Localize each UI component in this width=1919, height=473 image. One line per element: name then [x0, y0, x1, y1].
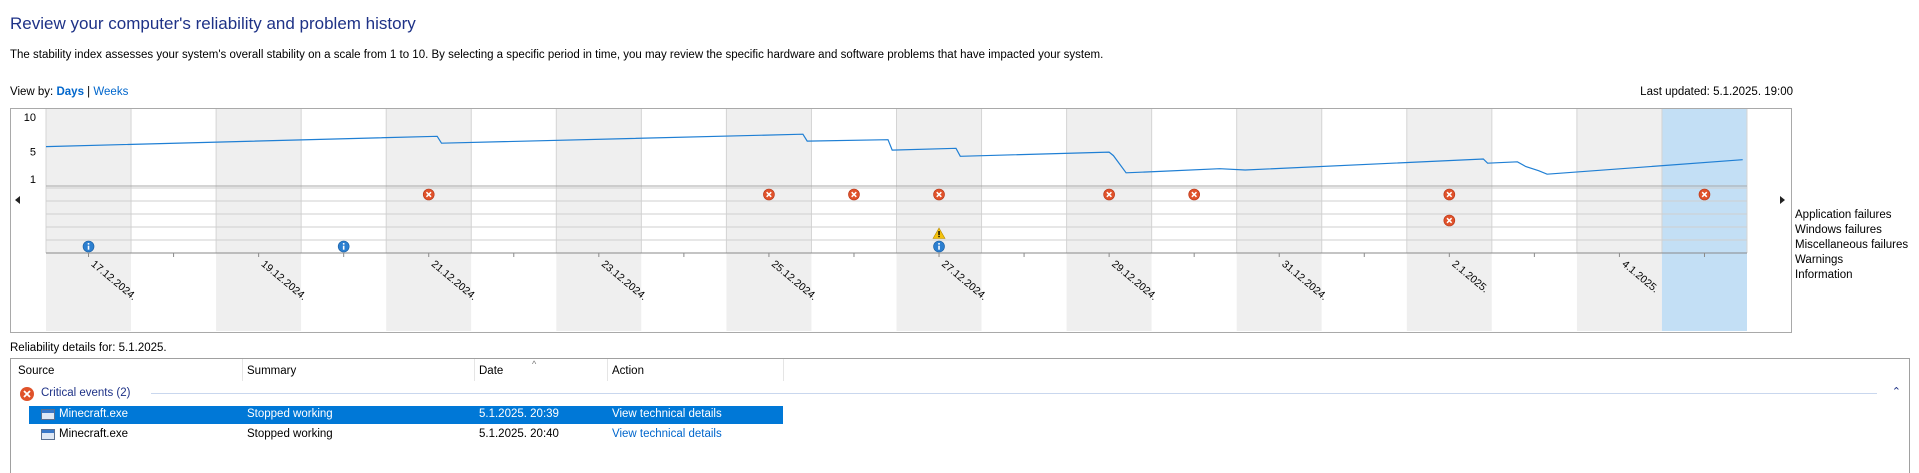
- column-header-action[interactable]: Action: [612, 365, 644, 377]
- warning-icon-dot: [938, 235, 940, 238]
- day-column[interactable]: [1491, 109, 1577, 331]
- view-technical-details-link[interactable]: View technical details: [612, 428, 722, 440]
- row-date: 5.1.2025. 20:40: [479, 428, 559, 440]
- group-divider: [151, 393, 1877, 394]
- row-source: Minecraft.exe: [59, 428, 129, 440]
- page-title: Review your computer's reliability and p…: [10, 14, 416, 33]
- info-icon-dot: [342, 243, 345, 245]
- error-event-icon[interactable]: [422, 188, 435, 201]
- reliability-chart-svg: 17.12.2024. 19.12.2024. 21.12.2024. 23.12.2…: [15, 109, 1785, 331]
- information-event-icon[interactable]: [933, 240, 945, 253]
- column-separator[interactable]: [242, 359, 243, 381]
- row-summary: Stopped working: [247, 428, 333, 440]
- last-updated: Last updated: 5.1.2025. 19:00: [1640, 86, 1793, 98]
- information-event-icon[interactable]: [337, 240, 350, 253]
- application-icon: [41, 409, 55, 420]
- view-weeks-link[interactable]: Weeks: [93, 86, 129, 98]
- error-event-icon[interactable]: [1188, 188, 1200, 201]
- view-separator: |: [87, 86, 91, 98]
- info-icon-bar: [87, 245, 90, 250]
- column-separator[interactable]: [783, 359, 784, 381]
- view-days-link[interactable]: Days: [56, 86, 84, 98]
- info-icon-bar: [938, 245, 940, 250]
- day-column[interactable]: [726, 109, 812, 331]
- row-date: 5.1.2025. 20:39: [479, 408, 559, 420]
- day-column[interactable]: [1066, 109, 1152, 331]
- error-icon-cross: [1446, 217, 1453, 224]
- scroll-left-arrow[interactable]: [15, 196, 20, 204]
- error-icon-cross: [1191, 191, 1198, 198]
- error-event-icon[interactable]: [848, 188, 860, 201]
- error-event-icon[interactable]: [933, 188, 945, 201]
- y-tick-label: 1: [30, 174, 36, 186]
- error-icon-cross: [1701, 191, 1708, 198]
- error-icon-cross: [766, 191, 772, 198]
- day-column[interactable]: [46, 109, 132, 331]
- day-column[interactable]: [981, 109, 1067, 331]
- table-row[interactable]: Minecraft.exe Stopped working 5.1.2025. …: [29, 406, 783, 424]
- column-separator[interactable]: [474, 359, 475, 381]
- sort-ascending-icon: ^: [532, 359, 537, 369]
- page-description: The stability index assesses your system…: [10, 49, 1104, 61]
- column-header-source[interactable]: Source: [18, 365, 55, 377]
- details-table: Source Summary Date ^ Action Critical ev…: [10, 358, 1910, 473]
- day-column[interactable]: [641, 109, 727, 331]
- column-separator[interactable]: [607, 359, 608, 381]
- warning-event-icon[interactable]: [932, 227, 946, 239]
- day-column[interactable]: [1661, 109, 1747, 331]
- warning-icon-bar: [938, 231, 940, 235]
- day-column[interactable]: [131, 109, 217, 331]
- error-icon-cross: [851, 191, 857, 198]
- view-technical-details-link[interactable]: View technical details: [612, 408, 722, 420]
- error-event-icon[interactable]: [1443, 188, 1456, 201]
- info-icon-dot: [938, 243, 940, 245]
- legend-windows-failures: Windows failures: [1795, 224, 1882, 236]
- legend-warnings: Warnings: [1795, 254, 1844, 266]
- column-header-date[interactable]: Date: [479, 365, 504, 377]
- legend-miscellaneous-failures: Miscellaneous failures: [1795, 239, 1909, 251]
- day-column[interactable]: [1576, 109, 1662, 331]
- day-column[interactable]: [216, 109, 302, 331]
- group-label: Critical events (2): [41, 387, 131, 399]
- error-event-icon[interactable]: [763, 188, 775, 201]
- information-event-icon[interactable]: [82, 240, 95, 253]
- error-event-icon[interactable]: [1698, 188, 1711, 201]
- error-event-icon[interactable]: [1103, 188, 1115, 201]
- error-icon-cross: [1446, 191, 1453, 198]
- critical-error-icon: [20, 387, 34, 401]
- reliability-details-label: Reliability details for: 5.1.2025.: [10, 342, 167, 354]
- day-column[interactable]: [556, 109, 642, 331]
- error-icon-cross: [936, 191, 942, 198]
- legend-application-failures: Application failures: [1795, 209, 1892, 221]
- day-column[interactable]: [471, 109, 557, 331]
- error-icon-cross: [425, 191, 432, 198]
- collapse-group-icon[interactable]: ⌃: [1891, 386, 1901, 398]
- info-icon-dot: [87, 243, 90, 245]
- view-by-selector: View by: Days | Weeks: [10, 86, 128, 98]
- row-source: Minecraft.exe: [59, 408, 129, 420]
- error-icon-cross: [1106, 191, 1112, 198]
- application-icon: [41, 429, 55, 440]
- day-column[interactable]: [301, 109, 387, 331]
- day-column[interactable]: [811, 109, 897, 331]
- row-summary: Stopped working: [247, 408, 333, 420]
- info-icon-bar: [342, 245, 345, 250]
- reliability-chart[interactable]: 17.12.2024. 19.12.2024. 21.12.2024. 23.12.2…: [10, 108, 1792, 333]
- view-by-label: View by:: [10, 86, 54, 98]
- day-column[interactable]: [896, 109, 982, 331]
- y-tick-label: 10: [24, 112, 36, 124]
- table-row[interactable]: Minecraft.exe Stopped working 5.1.2025. …: [29, 426, 783, 444]
- day-column[interactable]: [1236, 109, 1322, 331]
- legend-information: Information: [1795, 269, 1853, 281]
- column-header-summary[interactable]: Summary: [247, 365, 297, 377]
- day-column[interactable]: [1321, 109, 1407, 331]
- stability-index-line: [45, 133, 1743, 175]
- scroll-right-arrow[interactable]: [1780, 196, 1785, 204]
- y-tick-label: 5: [30, 146, 36, 158]
- day-column[interactable]: [386, 109, 472, 331]
- day-column[interactable]: [1151, 109, 1237, 331]
- error-event-icon[interactable]: [1443, 214, 1456, 227]
